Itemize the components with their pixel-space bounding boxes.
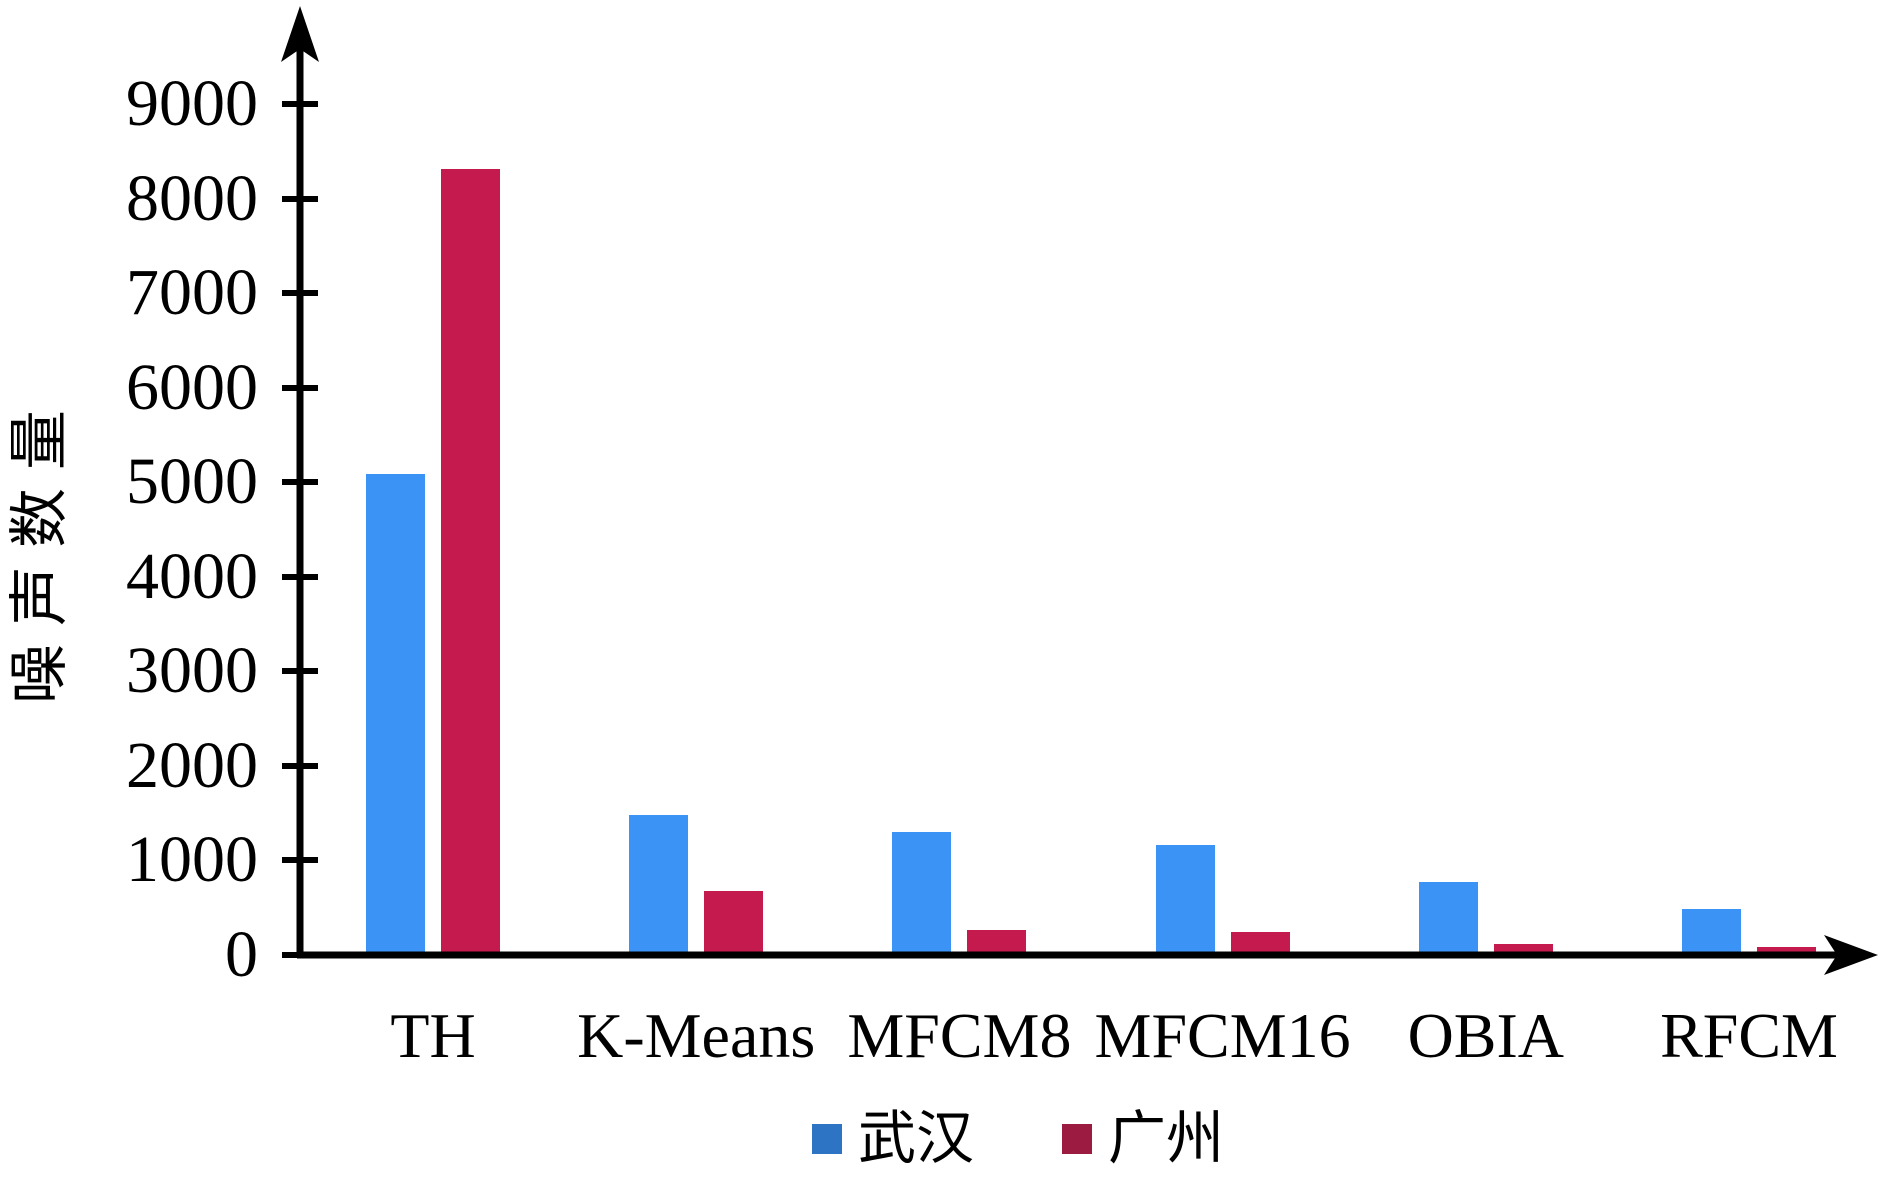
y-tick-label: 2000 <box>126 728 258 802</box>
x-category-label-mfcm8: MFCM8 <box>847 1000 1072 1071</box>
x-category-label-th: TH <box>390 1000 476 1071</box>
y-axis-arrow-icon <box>281 6 319 62</box>
y-tick-label: 1000 <box>126 823 258 897</box>
x-axis-arrow-icon <box>1824 935 1878 975</box>
y-tick-label: 5000 <box>126 445 258 519</box>
y-tick-mark <box>282 762 318 769</box>
bar-th-wuhan <box>366 474 425 952</box>
legend-label-guangzhou: 广州 <box>1108 1106 1225 1171</box>
bar-k-means-guangzhou <box>704 891 764 952</box>
legend-label-wuhan: 武汉 <box>858 1106 975 1171</box>
bar-th-guangzhou <box>441 169 500 952</box>
y-tick-label: 0 <box>225 918 258 991</box>
bar-rfcm-wuhan <box>1682 909 1741 952</box>
x-category-label-k-means: K-Means <box>577 1000 816 1071</box>
y-tick-label: 8000 <box>126 161 258 235</box>
y-tick-mark <box>282 668 318 675</box>
y-tick-label: 9000 <box>126 67 258 140</box>
y-tick-mark <box>282 857 318 864</box>
legend-swatch-guangzhou-icon <box>1062 1124 1093 1154</box>
bar-obia-wuhan <box>1418 882 1478 952</box>
legend-item-wuhan: 武汉 <box>812 1104 974 1174</box>
y-tick-mark <box>282 290 318 297</box>
y-tick-label: 7000 <box>126 256 258 330</box>
bar-rfcm-guangzhou <box>1757 947 1816 952</box>
legend-swatch-wuhan-icon <box>812 1124 842 1154</box>
bar-k-means-wuhan <box>629 815 689 952</box>
y-tick-label: 3000 <box>126 634 258 708</box>
x-category-label-rfcm: RFCM <box>1660 1000 1838 1071</box>
y-tick-mark <box>282 384 318 391</box>
y-tick-mark <box>282 573 318 580</box>
bar-mfcm16-wuhan <box>1155 845 1215 952</box>
y-tick-mark <box>282 101 318 107</box>
y-tick-mark <box>282 479 318 486</box>
legend-item-guangzhou: 广州 <box>1062 1104 1224 1174</box>
y-tick-label: 6000 <box>126 350 258 424</box>
x-category-label-obia: OBIA <box>1407 1000 1565 1071</box>
bar-mfcm8-wuhan <box>892 832 952 952</box>
legend: 武汉 广州 <box>812 1104 1224 1174</box>
y-tick-mark <box>282 952 318 958</box>
y-tick-mark <box>282 195 318 202</box>
y-tick-label: 4000 <box>126 539 258 613</box>
bar-mfcm16-guangzhou <box>1230 932 1290 952</box>
x-category-label-mfcm16: MFCM16 <box>1094 1000 1351 1071</box>
bar-mfcm8-guangzhou <box>967 930 1027 952</box>
bar-obia-guangzhou <box>1493 944 1553 952</box>
